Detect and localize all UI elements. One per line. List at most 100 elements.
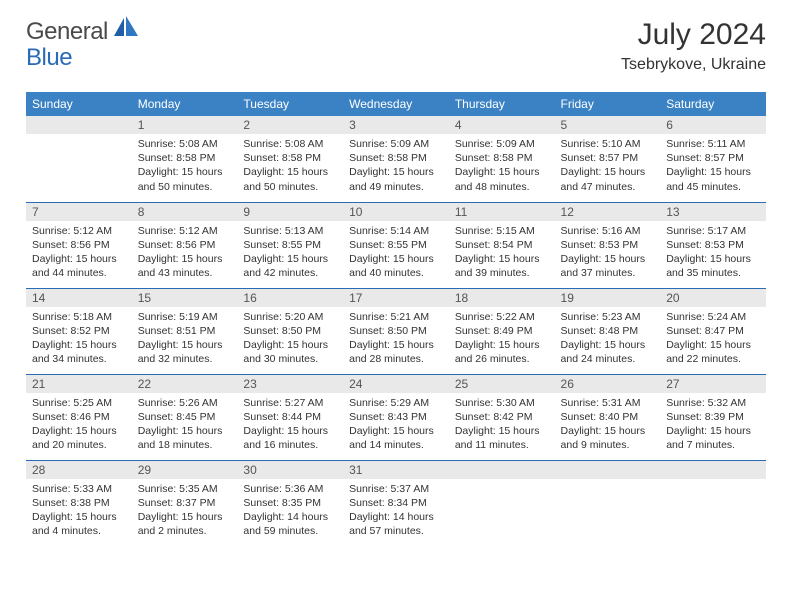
daylight-text: Daylight: 15 hours and 50 minutes. xyxy=(243,165,337,193)
daylight-text: Daylight: 15 hours and 18 minutes. xyxy=(138,424,232,452)
calendar-cell: 23Sunrise: 5:27 AMSunset: 8:44 PMDayligh… xyxy=(237,374,343,460)
sunrise-text: Sunrise: 5:17 AM xyxy=(666,224,760,238)
day-number: 18 xyxy=(449,289,555,307)
weekday-header: Monday xyxy=(132,92,238,116)
sunset-text: Sunset: 8:44 PM xyxy=(243,410,337,424)
daylight-text: Daylight: 15 hours and 35 minutes. xyxy=(666,252,760,280)
calendar-cell: 20 Sunrise: 5:24 AMSunset: 8:47 PMDayligh… xyxy=(660,288,766,374)
daylight-text: Daylight: 15 hours and 40 minutes. xyxy=(349,252,443,280)
calendar-cell: 10Sunrise: 5:14 AMSunset: 8:55 PMDayligh… xyxy=(343,202,449,288)
sunset-text: Sunset: 8:57 PM xyxy=(561,151,655,165)
day-content: Sunrise: 5:16 AMSunset: 8:53 PMDaylight:… xyxy=(555,221,661,285)
sunrise-text: Sunrise: 5:31 AM xyxy=(561,396,655,410)
calendar-cell: 18Sunrise: 5:22 AMSunset: 8:49 PMDayligh… xyxy=(449,288,555,374)
day-number: 2 xyxy=(237,116,343,134)
day-content: Sunrise: 5:14 AMSunset: 8:55 PMDaylight:… xyxy=(343,221,449,285)
calendar-cell: 12Sunrise: 5:16 AMSunset: 8:53 PMDayligh… xyxy=(555,202,661,288)
sunset-text: Sunset: 8:53 PM xyxy=(561,238,655,252)
calendar-cell: 9Sunrise: 5:13 AMSunset: 8:55 PMDaylight… xyxy=(237,202,343,288)
day-number: 14 xyxy=(26,289,132,307)
daylight-text: Daylight: 15 hours and 39 minutes. xyxy=(455,252,549,280)
day-content: Sunrise: 5:21 AMSunset: 8:50 PMDaylight:… xyxy=(343,307,449,371)
sunset-text: Sunset: 8:58 PM xyxy=(138,151,232,165)
day-number: 20 xyxy=(660,289,766,307)
day-content xyxy=(26,134,132,141)
daylight-text: Daylight: 15 hours and 34 minutes. xyxy=(32,338,126,366)
day-content xyxy=(555,479,661,486)
calendar-cell: 7Sunrise: 5:12 AMSunset: 8:56 PMDaylight… xyxy=(26,202,132,288)
sunset-text: Sunset: 8:56 PM xyxy=(32,238,126,252)
calendar-cell: 21Sunrise: 5:25 AMSunset: 8:46 PMDayligh… xyxy=(26,374,132,460)
day-content: Sunrise: 5:33 AMSunset: 8:38 PMDaylight:… xyxy=(26,479,132,543)
day-content xyxy=(660,479,766,486)
daylight-text: Daylight: 15 hours and 2 minutes. xyxy=(138,510,232,538)
calendar-cell: 27Sunrise: 5:32 AMSunset: 8:39 PMDayligh… xyxy=(660,374,766,460)
sunset-text: Sunset: 8:47 PM xyxy=(666,324,760,338)
sunrise-text: Sunrise: 5:19 AM xyxy=(138,310,232,324)
day-content: Sunrise: 5:31 AMSunset: 8:40 PMDaylight:… xyxy=(555,393,661,457)
sunset-text: Sunset: 8:55 PM xyxy=(349,238,443,252)
sunset-text: Sunset: 8:55 PM xyxy=(243,238,337,252)
day-content: Sunrise: 5:26 AMSunset: 8:45 PMDaylight:… xyxy=(132,393,238,457)
sunset-text: Sunset: 8:48 PM xyxy=(561,324,655,338)
sunrise-text: Sunrise: 5:24 AM xyxy=(666,310,760,324)
calendar-cell: 4Sunrise: 5:09 AMSunset: 8:58 PMDaylight… xyxy=(449,116,555,202)
day-number xyxy=(449,461,555,479)
calendar-cell: 30Sunrise: 5:36 AMSunset: 8:35 PMDayligh… xyxy=(237,460,343,546)
calendar-table: Sunday Monday Tuesday Wednesday Thursday… xyxy=(26,92,766,546)
sunset-text: Sunset: 8:57 PM xyxy=(666,151,760,165)
calendar-head: Sunday Monday Tuesday Wednesday Thursday… xyxy=(26,92,766,116)
sunrise-text: Sunrise: 5:14 AM xyxy=(349,224,443,238)
sunrise-text: Sunrise: 5:15 AM xyxy=(455,224,549,238)
calendar-cell: 5Sunrise: 5:10 AMSunset: 8:57 PMDaylight… xyxy=(555,116,661,202)
sunrise-text: Sunrise: 5:37 AM xyxy=(349,482,443,496)
day-number: 25 xyxy=(449,375,555,393)
calendar-cell: 6Sunrise: 5:11 AMSunset: 8:57 PMDaylight… xyxy=(660,116,766,202)
day-content: Sunrise: 5:37 AMSunset: 8:34 PMDaylight:… xyxy=(343,479,449,543)
daylight-text: Daylight: 15 hours and 24 minutes. xyxy=(561,338,655,366)
day-number: 22 xyxy=(132,375,238,393)
sunset-text: Sunset: 8:58 PM xyxy=(349,151,443,165)
sunrise-text: Sunrise: 5:35 AM xyxy=(138,482,232,496)
daylight-text: Daylight: 15 hours and 28 minutes. xyxy=(349,338,443,366)
calendar-cell: 28Sunrise: 5:33 AMSunset: 8:38 PMDayligh… xyxy=(26,460,132,546)
sunset-text: Sunset: 8:53 PM xyxy=(666,238,760,252)
daylight-text: Daylight: 15 hours and 50 minutes. xyxy=(138,165,232,193)
sunset-text: Sunset: 8:54 PM xyxy=(455,238,549,252)
daylight-text: Daylight: 15 hours and 4 minutes. xyxy=(32,510,126,538)
sunset-text: Sunset: 8:52 PM xyxy=(32,324,126,338)
calendar-row: 14Sunrise: 5:18 AMSunset: 8:52 PMDayligh… xyxy=(26,288,766,374)
day-number: 29 xyxy=(132,461,238,479)
calendar-cell xyxy=(555,460,661,546)
sunrise-text: Sunrise: 5:18 AM xyxy=(32,310,126,324)
day-content: Sunrise: 5:12 AMSunset: 8:56 PMDaylight:… xyxy=(132,221,238,285)
sunrise-text: Sunrise: 5:12 AM xyxy=(32,224,126,238)
daylight-text: Daylight: 15 hours and 44 minutes. xyxy=(32,252,126,280)
sunrise-text: Sunrise: 5:20 AM xyxy=(243,310,337,324)
daylight-text: Daylight: 14 hours and 57 minutes. xyxy=(349,510,443,538)
day-content: Sunrise: 5:35 AMSunset: 8:37 PMDaylight:… xyxy=(132,479,238,543)
day-content: Sunrise: 5:29 AMSunset: 8:43 PMDaylight:… xyxy=(343,393,449,457)
daylight-text: Daylight: 15 hours and 30 minutes. xyxy=(243,338,337,366)
day-number xyxy=(660,461,766,479)
sunrise-text: Sunrise: 5:30 AM xyxy=(455,396,549,410)
calendar-cell xyxy=(26,116,132,202)
weekday-header: Friday xyxy=(555,92,661,116)
weekday-header: Wednesday xyxy=(343,92,449,116)
calendar-cell: 26Sunrise: 5:31 AMSunset: 8:40 PMDayligh… xyxy=(555,374,661,460)
day-content: Sunrise: 5:18 AMSunset: 8:52 PMDaylight:… xyxy=(26,307,132,371)
calendar-cell: 29Sunrise: 5:35 AMSunset: 8:37 PMDayligh… xyxy=(132,460,238,546)
day-content: Sunrise: 5:15 AMSunset: 8:54 PMDaylight:… xyxy=(449,221,555,285)
sunrise-text: Sunrise: 5:27 AM xyxy=(243,396,337,410)
daylight-text: Daylight: 15 hours and 22 minutes. xyxy=(666,338,760,366)
day-number: 10 xyxy=(343,203,449,221)
sunset-text: Sunset: 8:43 PM xyxy=(349,410,443,424)
day-content: Sunrise: 5:25 AMSunset: 8:46 PMDaylight:… xyxy=(26,393,132,457)
day-number: 11 xyxy=(449,203,555,221)
calendar-cell: 13Sunrise: 5:17 AMSunset: 8:53 PMDayligh… xyxy=(660,202,766,288)
sunrise-text: Sunrise: 5:12 AM xyxy=(138,224,232,238)
sunset-text: Sunset: 8:56 PM xyxy=(138,238,232,252)
calendar-cell: 15Sunrise: 5:19 AMSunset: 8:51 PMDayligh… xyxy=(132,288,238,374)
sunset-text: Sunset: 8:34 PM xyxy=(349,496,443,510)
sunrise-text: Sunrise: 5:21 AM xyxy=(349,310,443,324)
